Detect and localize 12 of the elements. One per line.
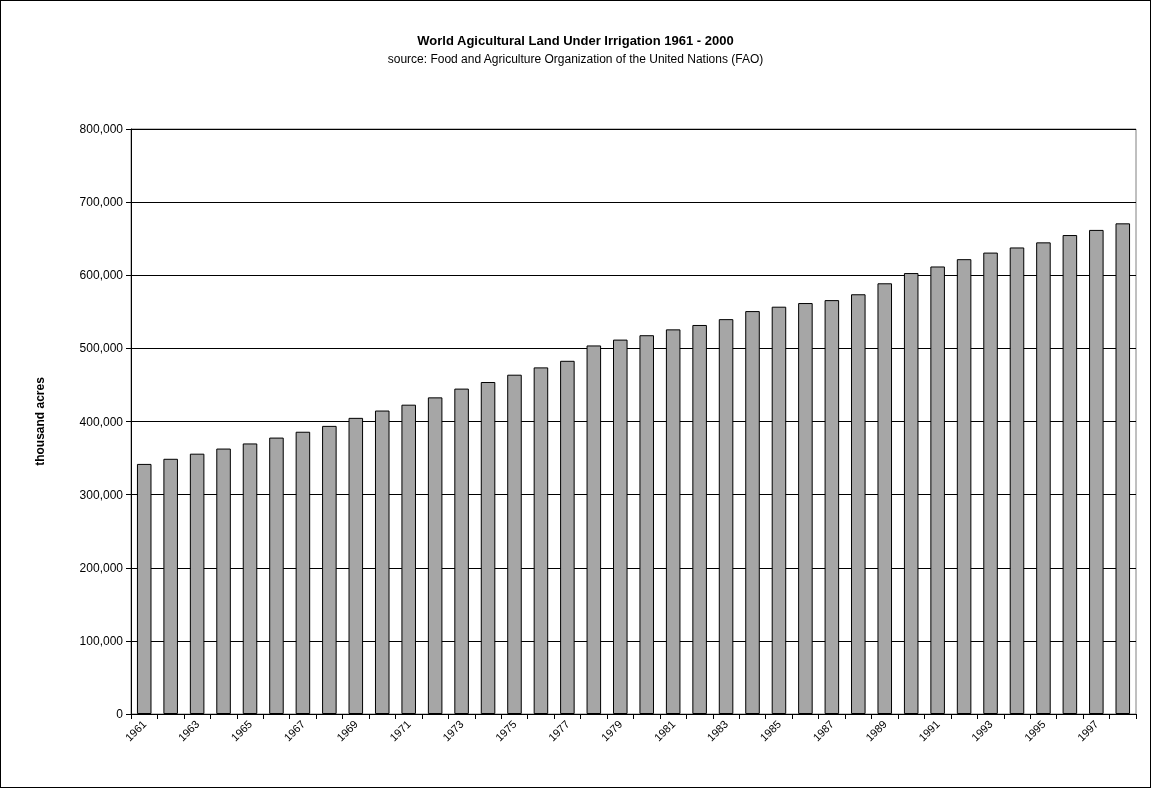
y-tick-label: 600,000 — [79, 268, 124, 283]
y-tick-label: 200,000 — [79, 560, 124, 575]
y-tick-label: 500,000 — [79, 341, 124, 356]
y-tick-label: 100,000 — [79, 633, 124, 648]
y-tick-label: 400,000 — [79, 414, 124, 429]
y-tick-label: 700,000 — [79, 195, 124, 210]
chart-subtitle: source: Food and Agriculture Organization of the United Nations (FAO) — [387, 52, 764, 66]
y-tick-label: 800,000 — [79, 122, 124, 136]
chart-title: World Agicultural Land Under Irrigation 1961 - 2000 — [417, 33, 734, 48]
y-axis-title: thousand acres — [33, 376, 47, 466]
y-tick-label: 0 — [116, 707, 124, 721]
y-tick-label: 300,000 — [79, 487, 124, 502]
